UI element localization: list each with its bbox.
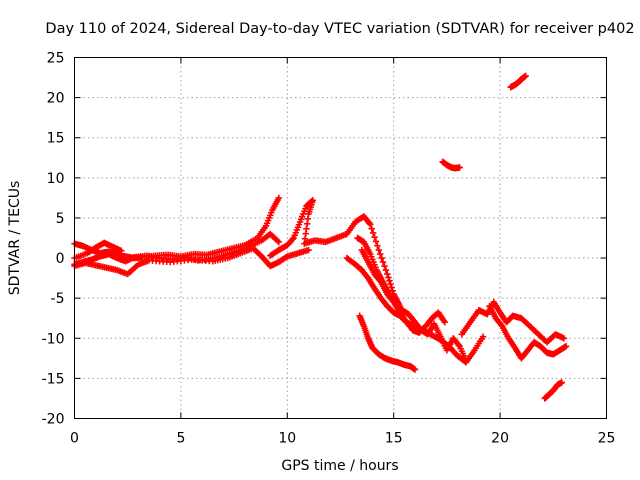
data-point [381,262,388,270]
data-point [369,229,377,237]
y-tick-label: -20 [42,412,65,428]
x-tick-label: 5 [176,431,185,447]
series-track-j [458,298,568,346]
data-point [558,379,566,386]
data-point [374,242,381,249]
y-tick-label: 0 [56,251,65,267]
data-point [371,233,378,241]
series-track-c [71,245,312,278]
series-track-m [507,72,529,91]
x-tick-label: 0 [70,431,79,447]
data-point [378,254,385,262]
series-track-n [541,379,566,402]
plot-frame [74,57,607,419]
series-track-d [71,239,125,262]
data-point [522,72,529,80]
data-point [368,225,375,232]
data-point [367,221,374,228]
data-point [456,164,463,171]
data-point [377,250,384,258]
data-point [479,333,487,340]
data-point [305,246,312,254]
data-point [386,277,393,284]
data-point [411,366,419,373]
data-point [289,236,296,243]
y-tick-label: 5 [56,211,65,227]
y-tick-label: 10 [47,171,65,187]
x-axis-label: GPS time / hours [281,458,398,474]
x-tick-label: 25 [598,431,616,447]
y-axis-label: SDTVAR / TECUs [7,181,23,296]
series-track-h [358,246,448,336]
y-tick-label: 20 [47,91,65,107]
data-point [382,266,390,274]
data-point [118,247,125,255]
y-tick-labels: 25 20 15 10 5 0 -5 -10 -15 -20 [42,51,65,428]
grid [74,57,607,419]
data-point [379,258,387,266]
x-tick-label: 10 [278,431,296,447]
data-point [275,194,282,202]
x-tick-label: 15 [385,431,403,447]
data-point [560,335,568,342]
data-point [562,343,570,350]
y-tick-label: 15 [47,131,65,147]
x-tick-label: 20 [491,431,509,447]
data-point [385,274,392,281]
data-point [462,357,470,364]
series-track-k [486,302,570,362]
chart-title: Day 110 of 2024, Sidereal Day-to-day VTE… [45,21,634,37]
data-point [275,238,282,246]
data-point [441,319,448,326]
data-point [384,270,391,278]
y-tick-label: 25 [47,51,65,67]
x-tick-labels: 0 5 10 15 20 25 [70,431,615,447]
data-points [71,72,570,402]
y-tick-label: -15 [42,371,65,387]
series-track-l [439,158,463,172]
y-tick-label: -5 [51,291,65,307]
data-point [372,238,380,245]
data-point [387,280,394,288]
series-track-i [356,312,419,373]
series-track-e [267,197,404,310]
y-tick-label: -10 [42,331,65,347]
data-point [375,246,383,254]
